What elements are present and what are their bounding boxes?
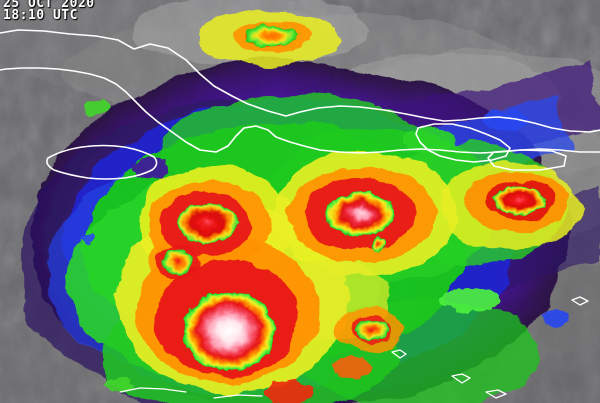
coastline-lesser-antilles (119, 296, 589, 399)
timestamp-time-label: 18:10 UTC (3, 8, 78, 23)
coastline-cuba (0, 29, 600, 133)
coastline-hispaniola (415, 123, 511, 163)
coastline-overlay (0, 29, 600, 399)
timestamp-date-label: 25 OCT 2020 (3, 0, 95, 11)
coastline-jamaica (46, 144, 158, 180)
coastline-cuba-south (0, 67, 600, 154)
coastline-puerto-rico (487, 149, 567, 171)
